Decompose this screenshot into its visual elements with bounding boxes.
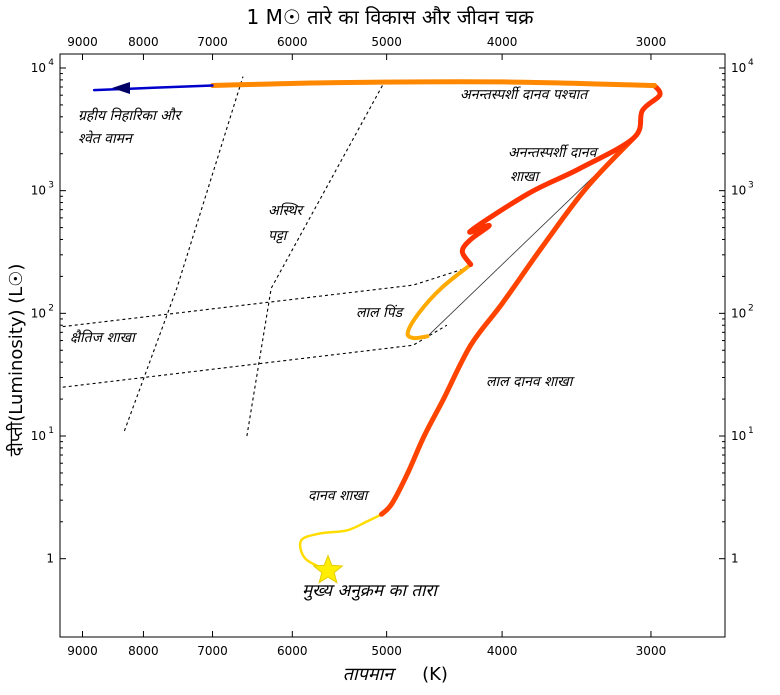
label-planetary-nebula-2: श्वेत वामन bbox=[78, 130, 135, 147]
y-tick-exponent-left: 3 bbox=[48, 181, 54, 191]
track-segment bbox=[459, 83, 663, 267]
y-tick-exponent-right: 3 bbox=[748, 181, 754, 191]
plot-frame bbox=[59, 53, 726, 638]
instability-and-branch-lines bbox=[62, 76, 471, 437]
x-tick-label-bottom: 4000 bbox=[487, 644, 518, 658]
track-segment bbox=[298, 513, 383, 572]
y-tick-label-left: 10 bbox=[31, 184, 46, 198]
label-agb-2: शाखा bbox=[510, 169, 542, 185]
x-axis-label: तापमान bbox=[343, 664, 398, 685]
track-segment bbox=[92, 84, 214, 92]
label-agb-after: अनन्तस्पर्शी दानव पश्चात bbox=[460, 86, 590, 103]
dashed-line bbox=[62, 324, 448, 388]
y-tick-exponent-left: 1 bbox=[48, 426, 54, 436]
y-tick-label-right: 10 bbox=[731, 61, 746, 75]
label-subgiant-branch: दानव शाखा bbox=[308, 488, 371, 504]
x-tick-label-bottom: 8000 bbox=[128, 644, 159, 658]
x-tick-label-top: 5000 bbox=[371, 35, 402, 49]
dashed-line bbox=[123, 76, 244, 432]
y-tick-label-right: 10 bbox=[731, 306, 746, 320]
y-tick-label-left: 10 bbox=[31, 306, 46, 320]
x-axis-unit: (K) bbox=[422, 664, 448, 685]
evolution-tracks bbox=[92, 79, 663, 572]
label-red-giant-branch: लाल दानव शाखा bbox=[486, 374, 576, 390]
label-red-clump: लाल पिंड bbox=[356, 304, 405, 321]
label-instability-1: अस्थिर bbox=[268, 202, 305, 219]
arrow-head-icon bbox=[112, 82, 130, 94]
dashed-line bbox=[246, 77, 388, 437]
label-main-sequence: मुख्य अनुक्रम का तारा bbox=[302, 581, 440, 601]
x-tick-label-bottom: 3000 bbox=[636, 644, 667, 658]
y-tick-label-left: 10 bbox=[31, 429, 46, 443]
x-tick-label-top: 6000 bbox=[277, 35, 308, 49]
x-tick-label-top: 8000 bbox=[128, 35, 159, 49]
x-tick-label-bottom: 5000 bbox=[371, 644, 402, 658]
label-planetary-nebula-1: ग्रहीय निहारिका और bbox=[78, 107, 183, 124]
x-tick-label-bottom: 7000 bbox=[197, 644, 228, 658]
marker-layer bbox=[312, 554, 344, 584]
y-tick-label-left: 1 bbox=[46, 552, 54, 566]
y-tick-exponent-left: 4 bbox=[48, 58, 54, 68]
track-segment bbox=[379, 135, 637, 517]
track-segment bbox=[405, 262, 473, 341]
x-tick-label-top: 9000 bbox=[67, 35, 98, 49]
axis-ticks: 9000 9000 8000 8000 7000 7000 6000 6000 5000 5000… bbox=[31, 35, 754, 658]
y-tick-label-right: 10 bbox=[731, 184, 746, 198]
diagram-title: 1 M☉ तारे का विकास और जीवन चक्र bbox=[246, 5, 534, 29]
track-segment bbox=[210, 79, 657, 88]
y-axis-label: दीप्ती(Luminosity) (L☉) bbox=[5, 264, 27, 457]
y-tick-label-left: 10 bbox=[31, 61, 46, 75]
y-tick-exponent-right: 2 bbox=[748, 303, 754, 313]
label-instability-2: पट्टा bbox=[268, 228, 290, 244]
y-tick-exponent-right: 4 bbox=[748, 58, 754, 68]
label-horizontal-branch: क्षैतिज शाखा bbox=[70, 329, 138, 346]
star-icon bbox=[312, 554, 344, 584]
x-tick-label-bottom: 6000 bbox=[277, 644, 308, 658]
y-tick-exponent-left: 2 bbox=[48, 303, 54, 313]
y-tick-exponent-right: 1 bbox=[748, 426, 754, 436]
x-tick-label-top: 3000 bbox=[636, 35, 667, 49]
x-tick-label-top: 7000 bbox=[197, 35, 228, 49]
label-agb-1: अनन्तस्पर्शी दानव bbox=[508, 144, 600, 161]
x-tick-label-top: 4000 bbox=[487, 35, 518, 49]
y-tick-label-right: 10 bbox=[731, 429, 746, 443]
x-tick-label-bottom: 9000 bbox=[67, 644, 98, 658]
y-tick-label-right: 1 bbox=[731, 552, 739, 566]
